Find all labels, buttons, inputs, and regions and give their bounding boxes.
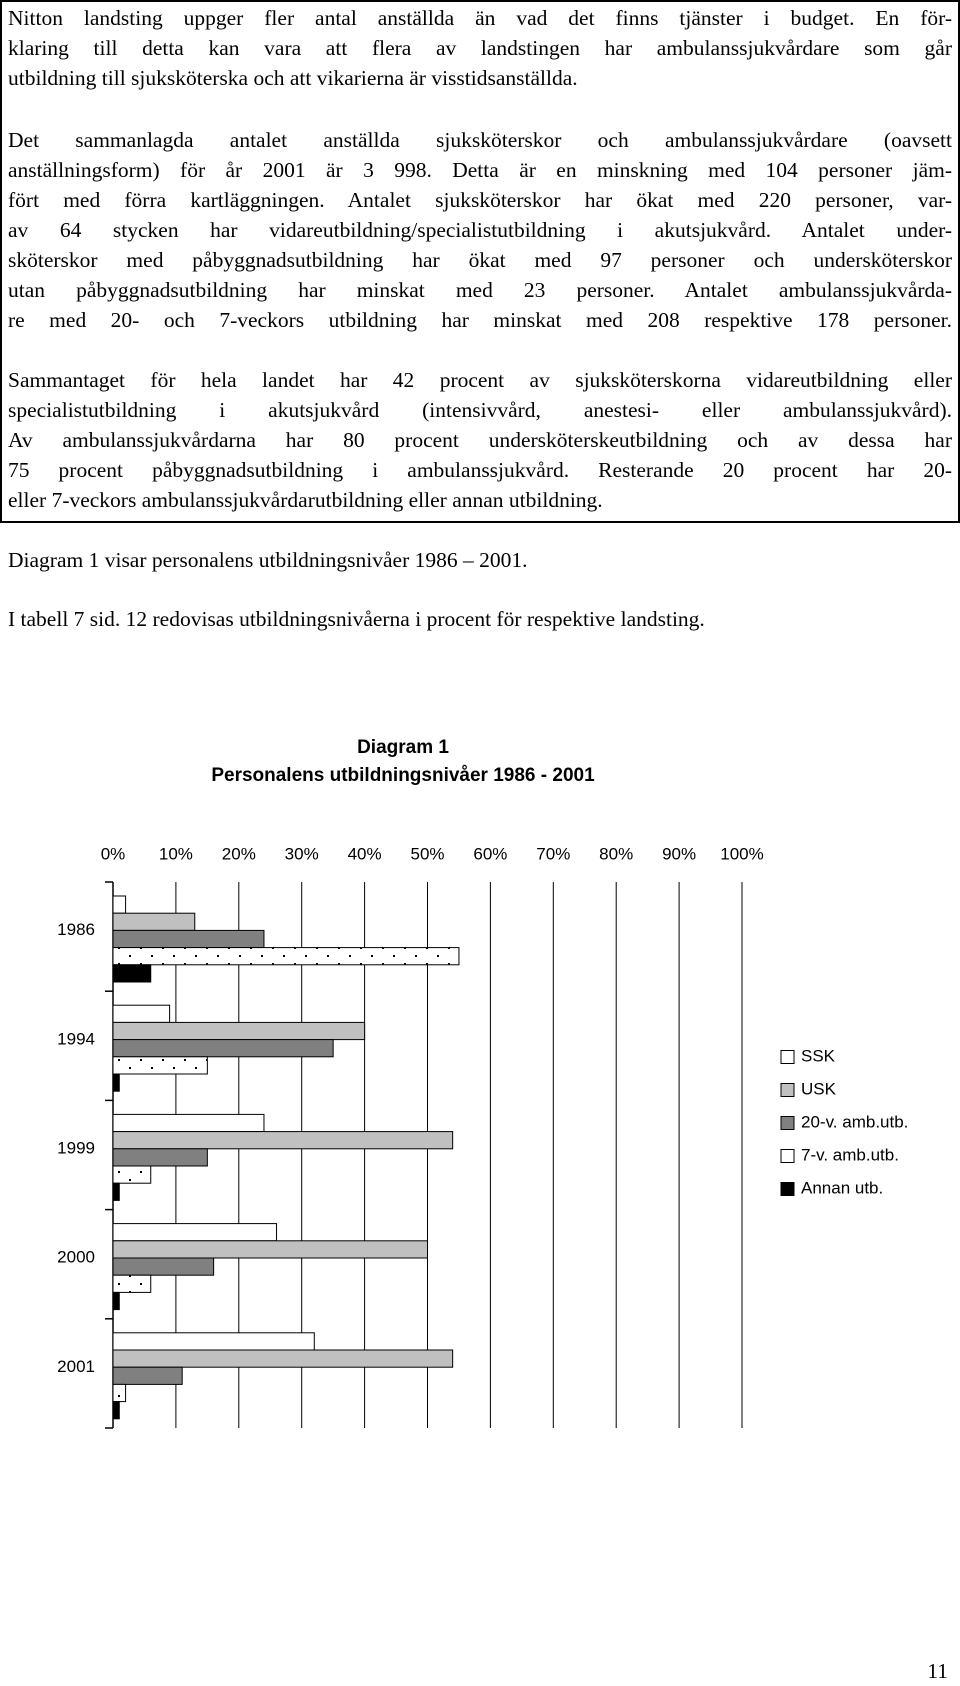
x-tick-label: 20% <box>222 844 256 863</box>
bar <box>112 1366 183 1385</box>
text-line: Det sammanlagda antalet anställda sjuksk… <box>8 128 952 152</box>
legend-swatch <box>780 1050 795 1064</box>
x-tick-label: 40% <box>348 844 382 863</box>
x-tick-label: 90% <box>662 844 696 863</box>
x-tick-label: 60% <box>473 844 507 863</box>
y-tick-label: 2001 <box>57 1357 95 1376</box>
bar <box>112 1073 120 1092</box>
x-tick-label: 30% <box>285 844 319 863</box>
x-tick-label: 0% <box>101 844 126 863</box>
x-tick-label: 100% <box>720 844 763 863</box>
legend-label: 7-v. amb.utb. <box>801 1145 899 1164</box>
bar <box>112 947 460 966</box>
y-tick-label: 1986 <box>57 920 95 939</box>
bar <box>112 1401 120 1420</box>
bar <box>112 1113 265 1133</box>
bar <box>112 1223 278 1242</box>
text-line: eller 7-veckors ambulanssjukvårdarutbild… <box>8 488 603 512</box>
x-tick-label: 80% <box>599 844 633 863</box>
legend-swatch <box>780 1083 795 1097</box>
bar <box>112 1383 127 1403</box>
text-box <box>0 0 960 523</box>
legend-swatch <box>780 1182 795 1196</box>
text-line: 75 procent påbyggnadsutbildning i ambula… <box>8 458 952 482</box>
y-tick-label: 1994 <box>57 1029 95 1048</box>
y-tick-label: 1999 <box>57 1138 95 1157</box>
x-tick-label: 10% <box>159 844 193 863</box>
y-tick-label: 2000 <box>57 1248 95 1267</box>
text-line: re med 20- och 7-veckors utbildning har … <box>8 308 952 332</box>
text-line: sköterskor med påbyggnadsutbildning har … <box>8 248 952 272</box>
text-line: Nitton landsting uppger fler antal anstä… <box>8 6 952 30</box>
text-line: av 64 stycken har vidareutbildning/speci… <box>8 218 952 242</box>
legend-label: USK <box>801 1079 837 1098</box>
bar <box>112 1148 208 1167</box>
bar <box>112 1182 120 1201</box>
page-number: 11 <box>927 1659 948 1683</box>
text-line: utan påbyggnadsutbildning har minskat me… <box>8 278 952 302</box>
bar <box>112 1291 120 1311</box>
text-line: klaring till detta kan vara att flera av… <box>8 36 952 60</box>
x-tick-label: 70% <box>536 844 570 863</box>
chart-subtitle: Personalens utbildningsnivåer 1986 - 200… <box>211 765 595 786</box>
text-line: utbildning till sjuksköterska och att vi… <box>8 66 578 90</box>
bar <box>112 929 265 949</box>
bar <box>112 1165 152 1184</box>
paragraph: Diagram 1 visar personalens utbildningsn… <box>8 548 528 572</box>
bar <box>112 1039 334 1058</box>
legend-label: 20-v. amb.utb. <box>801 1112 908 1131</box>
bar <box>112 1274 152 1293</box>
text-line: Sammantaget för hela landet har 42 proce… <box>8 368 952 392</box>
bar <box>112 1332 315 1351</box>
bar <box>112 964 152 983</box>
bar <box>112 1240 428 1259</box>
legend-label: SSK <box>801 1046 836 1065</box>
text-line: anställningsform) för år 2001 är 3 998. … <box>8 158 952 182</box>
bar <box>112 1131 454 1150</box>
bar <box>112 1021 366 1041</box>
bar <box>112 1257 215 1276</box>
x-tick-label: 50% <box>410 844 444 863</box>
text-line: fört med förra kartläggningen. Antalet s… <box>8 188 952 212</box>
text-line: Av ambulanssjukvårdarna har 80 procent u… <box>8 428 952 452</box>
paragraph: I tabell 7 sid. 12 redovisas utbildnings… <box>8 607 705 631</box>
chart-title: Diagram 1 <box>357 737 449 758</box>
legend-label: Annan utb. <box>801 1178 883 1197</box>
legend-swatch <box>780 1116 795 1130</box>
legend-swatch <box>780 1149 795 1163</box>
bar <box>112 895 127 914</box>
text-line: specialistutbildning i akutsjukvård (int… <box>8 398 952 422</box>
bar <box>112 1056 208 1075</box>
bar <box>112 912 196 931</box>
bar <box>112 1004 171 1023</box>
bar <box>112 1349 454 1368</box>
